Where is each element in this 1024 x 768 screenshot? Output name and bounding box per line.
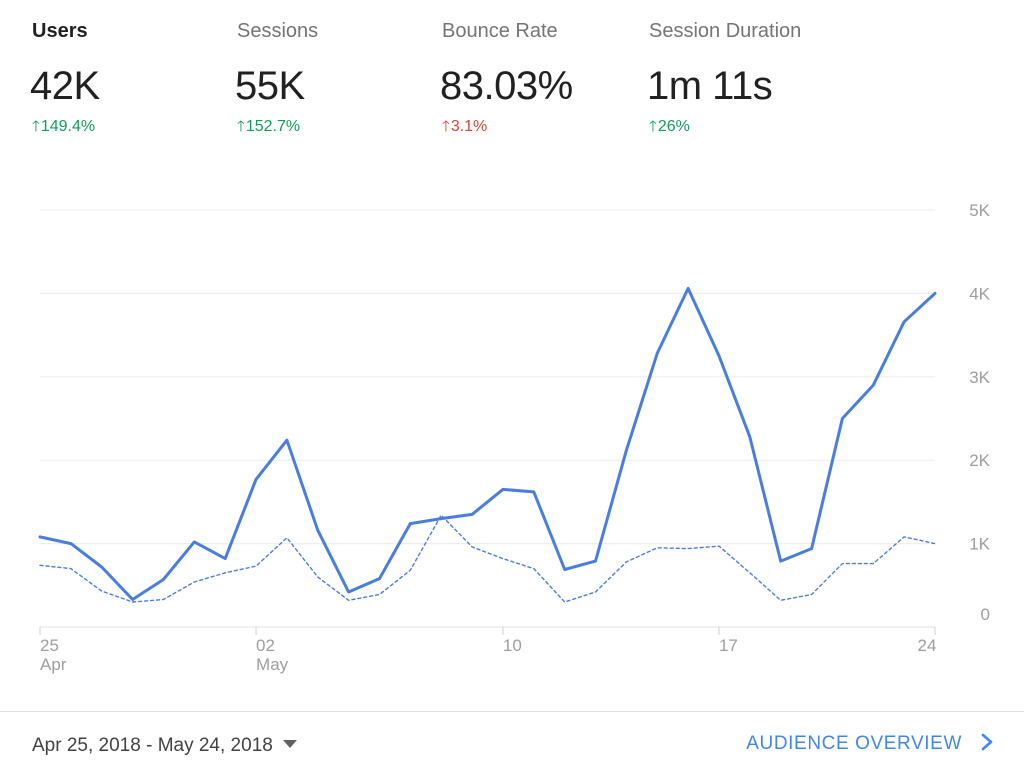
- chevron-right-icon: [981, 733, 993, 751]
- metric-change-value: 3.1%: [450, 118, 488, 135]
- x-tick-label: 17: [719, 636, 738, 655]
- metric-change-value: 149.4%: [40, 118, 96, 135]
- metric-change: 🡑3.1%: [442, 116, 487, 141]
- x-tick-sublabel: May: [256, 655, 289, 674]
- y-tick-label: 0: [981, 605, 990, 624]
- arrow-up-icon: 🡑: [442, 118, 450, 135]
- metric-label: Sessions: [237, 20, 319, 42]
- comparison-series-line: [39, 514, 936, 603]
- metric-tab-bounce-rate[interactable]: Bounce Rate 83.03% 🡑3.1%: [440, 18, 642, 143]
- metric-value: 1m 11s: [647, 64, 773, 108]
- chart-series: [38, 286, 937, 603]
- metric-tab-session-duration[interactable]: Session Duration 1m 11s 🡑26%: [647, 18, 849, 143]
- metric-tab-users[interactable]: Users 42K 🡑149.4%: [30, 18, 232, 143]
- y-tick-label: 4K: [969, 284, 990, 303]
- y-tick-label: 1K: [969, 535, 990, 554]
- date-range-label: Apr 25, 2018 - May 24, 2018: [32, 735, 273, 756]
- metric-label: Users: [32, 20, 88, 42]
- users-series-line: [38, 286, 937, 601]
- audience-overview-label: AUDIENCE OVERVIEW: [746, 733, 962, 754]
- x-tick-label: 02: [256, 636, 275, 655]
- footer-divider: [0, 711, 1024, 712]
- y-tick-label: 3K: [969, 368, 990, 387]
- x-tick-sublabel: Apr: [40, 655, 67, 674]
- metric-change: 🡑26%: [649, 116, 690, 141]
- metric-change: 🡑149.4%: [32, 116, 95, 141]
- x-tick-label: 24: [918, 636, 937, 655]
- arrow-up-icon: 🡑: [237, 118, 245, 135]
- metric-label: Bounce Rate: [442, 20, 558, 42]
- metric-tabs: Users 42K 🡑149.4% Sessions 55K 🡑152.7% B…: [30, 18, 992, 148]
- metric-change-value: 26%: [657, 118, 690, 135]
- arrow-up-icon: 🡑: [32, 118, 40, 135]
- y-tick-label: 5K: [969, 201, 990, 220]
- x-tick-label: 10: [503, 636, 522, 655]
- metric-value: 42K: [30, 64, 100, 108]
- audience-overview-link[interactable]: AUDIENCE OVERVIEW: [746, 733, 994, 755]
- metric-label: Session Duration: [649, 20, 802, 42]
- y-axis: 0 1K 2K 3K 4K 5K: [969, 201, 990, 624]
- arrow-up-icon: 🡑: [649, 118, 657, 135]
- metric-change: 🡑152.7%: [237, 116, 300, 141]
- metric-value: 55K: [235, 64, 305, 108]
- y-tick-label: 2K: [969, 451, 990, 470]
- x-tick-label: 25: [40, 636, 59, 655]
- metric-change-value: 152.7%: [245, 118, 301, 135]
- metric-tab-sessions[interactable]: Sessions 55K 🡑152.7%: [235, 18, 437, 143]
- date-range-dropdown[interactable]: Apr 25, 2018 - May 24, 2018: [32, 735, 297, 757]
- caret-down-icon: [282, 739, 297, 748]
- chart-grid: [40, 209, 935, 628]
- metric-value: 83.03%: [440, 64, 573, 108]
